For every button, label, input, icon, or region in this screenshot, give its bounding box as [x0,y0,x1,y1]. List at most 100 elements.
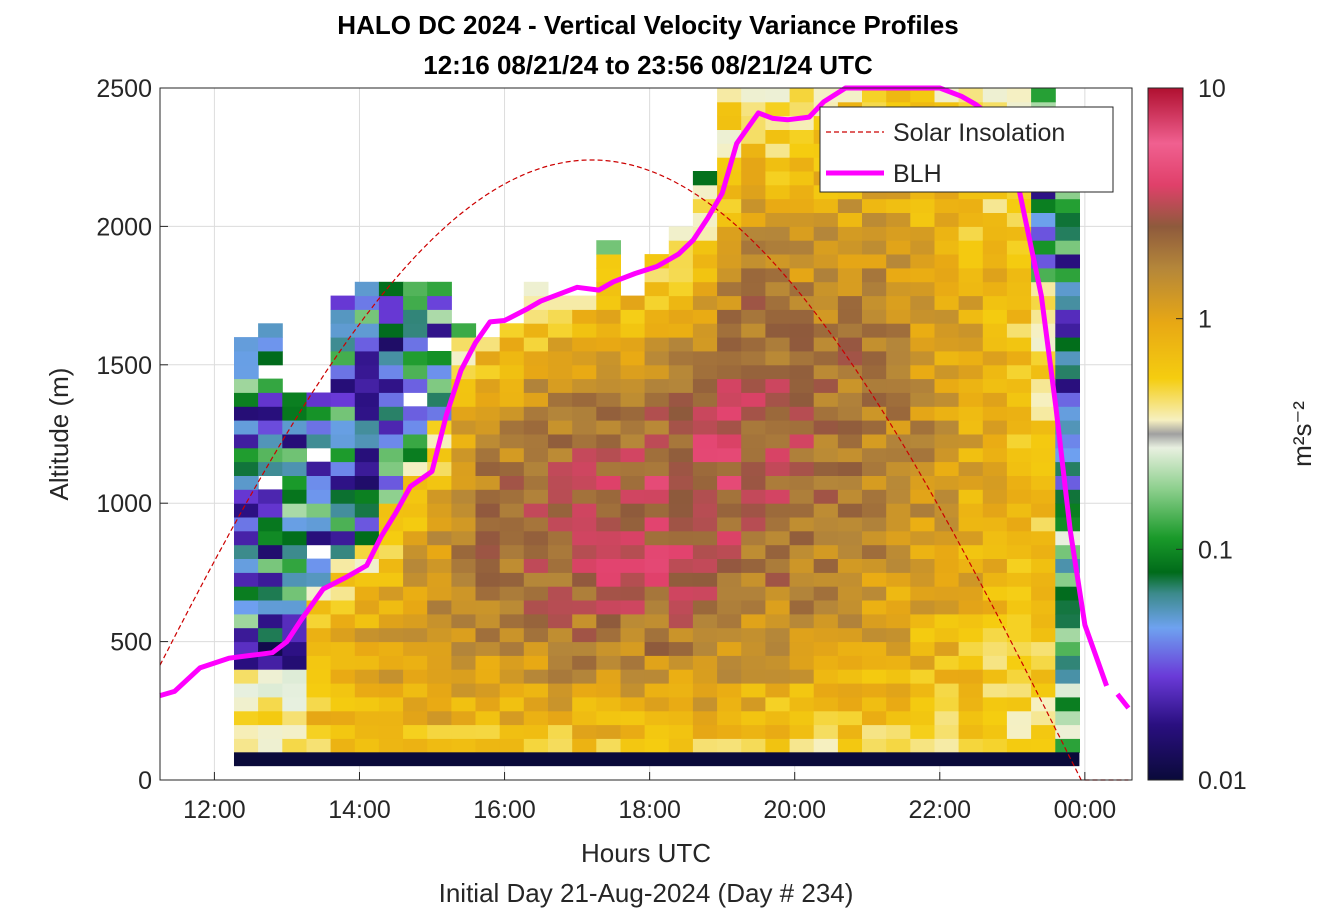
heatmap-cell [910,351,935,366]
heatmap-cell [1055,475,1080,490]
heatmap-cell [596,323,621,338]
heatmap-cell [475,738,501,753]
chart-subtitle: 12:16 08/21/24 to 23:56 08/21/24 UTC [423,50,873,80]
heatmap-cell [378,710,404,726]
heatmap-cell [306,613,332,629]
heatmap-cell [668,447,694,463]
heatmap-cell [958,517,984,532]
heatmap-cell [258,613,283,629]
heatmap-cell [234,517,259,532]
heatmap-cell [1006,572,1032,587]
heatmap-cell [354,600,380,615]
heatmap-cell [644,738,670,753]
heatmap-cell [789,489,815,504]
heatmap-cell [475,461,501,476]
heatmap-cell [837,434,863,449]
heatmap-cell [837,226,863,241]
heatmap-cell [1006,323,1032,338]
heatmap-cell [427,475,452,490]
heatmap-cell [306,724,332,739]
heatmap-cell [668,295,694,310]
heatmap-cell [692,586,718,601]
heatmap-cell [934,267,960,283]
heatmap-cell [692,461,718,476]
x-tick-label: 18:00 [618,796,681,824]
heatmap-cell [1031,88,1056,103]
heatmap-cell [862,627,887,643]
heatmap-cell [523,655,549,670]
heatmap-cell [523,281,549,297]
heatmap-cell [910,406,935,421]
heatmap-cell [523,337,549,352]
heatmap-cell [258,724,283,739]
heatmap-cell [862,503,887,518]
heatmap-cell [1031,724,1056,739]
heatmap-cell [765,558,791,573]
heatmap-cell [741,212,766,227]
heatmap-cell [1006,710,1032,726]
heatmap-cell [644,337,670,352]
heatmap-cell [982,586,1008,601]
heatmap-cell [813,572,839,587]
heatmap-cell [813,724,839,739]
heatmap-cell [620,461,646,476]
heatmap-cell [1006,724,1032,739]
heatmap-cell [837,461,863,476]
heatmap-cell [644,392,670,407]
heatmap-cell [1031,503,1056,518]
heatmap-cell [1055,212,1080,227]
heatmap-cell [523,697,549,712]
heatmap-cell [886,544,911,559]
heatmap-cell [475,627,501,643]
heatmap-cell [1006,254,1032,269]
heatmap-cell [741,710,766,726]
heatmap-cell [789,434,815,449]
heatmap-cell [765,101,791,117]
heatmap-cell [813,240,839,255]
heatmap-cell [620,475,646,490]
heatmap-cell [499,530,525,546]
heatmap-cell [789,295,815,310]
heatmap-cell [1055,710,1080,726]
heatmap-cell [1031,240,1056,255]
heatmap-cell [910,434,935,449]
heatmap-cell [548,669,573,684]
heatmap-cell [789,240,815,255]
heatmap-cell [789,420,815,435]
heatmap-cell [1031,697,1056,712]
heatmap-cell [620,683,646,698]
heatmap-cell [234,600,259,615]
heatmap-cell [910,627,935,643]
heatmap-cell [403,447,428,463]
heatmap-cell [668,351,694,366]
heatmap-cell [789,184,815,200]
heatmap-cell [837,655,863,670]
heatmap-cell [958,683,984,698]
heatmap-cell [741,184,766,200]
heatmap-cell [596,503,621,518]
heatmap-cell [1031,572,1056,587]
heatmap-cell [258,392,283,407]
heatmap-cell [330,530,356,546]
heatmap-cell [934,323,960,338]
heatmap-cell [692,710,718,726]
heatmap-cell [644,572,670,587]
heatmap-cell [982,475,1008,490]
heatmap-cell [523,710,549,726]
heatmap-cell [692,309,718,324]
heatmap-cell [789,309,815,324]
heatmap-cell [1006,309,1032,324]
heatmap-cell [620,613,646,629]
heatmap-cell [789,226,815,241]
heatmap-cell [403,323,428,338]
heatmap-cell [958,738,984,753]
heatmap-cell [330,600,356,615]
heatmap-cell [958,434,984,449]
heatmap-cell [523,309,549,324]
heatmap-cell [306,475,332,490]
heatmap-cell [789,171,815,186]
heatmap-cell [886,503,911,518]
heatmap-cell [886,406,911,421]
heatmap-cell [692,697,718,712]
heatmap-cell [258,530,283,546]
